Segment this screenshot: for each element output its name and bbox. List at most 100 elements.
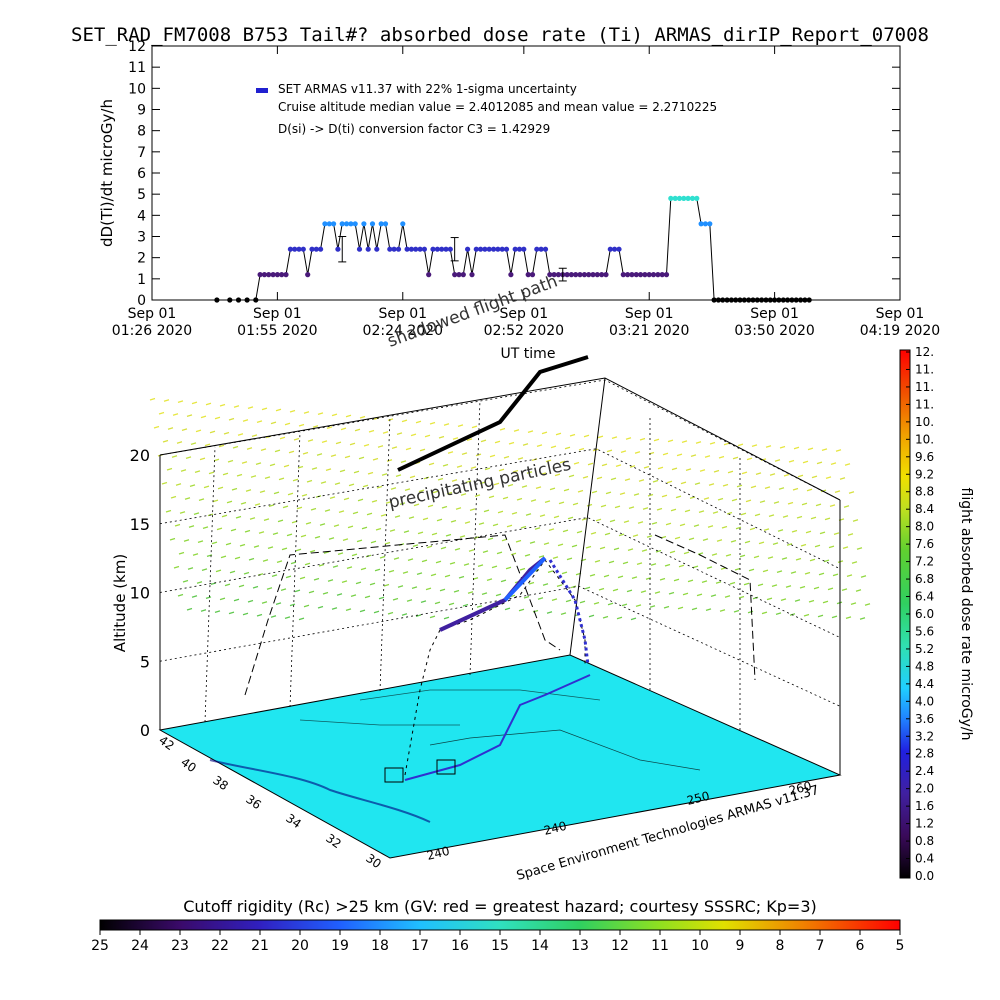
dose-rate-point: [430, 246, 436, 252]
dose-rate-point: [387, 246, 393, 252]
dose-rate-point: [642, 272, 648, 278]
particle-mark: [645, 577, 652, 580]
particle-mark: [662, 452, 669, 456]
particle-mark: [670, 508, 677, 512]
particle-mark: [311, 467, 318, 470]
particle-mark: [589, 573, 596, 577]
latitude-tick-label: 40: [178, 755, 199, 775]
dose-rate-point: [789, 297, 795, 303]
particle-mark: [540, 472, 547, 476]
particle-mark: [226, 500, 233, 504]
particle-mark: [475, 453, 482, 457]
particle-mark: [305, 521, 312, 525]
particle-mark: [386, 459, 393, 462]
particle-mark: [466, 438, 473, 442]
particle-mark: [544, 500, 551, 504]
particle-mark: [362, 484, 369, 488]
particle-mark: [233, 405, 240, 408]
particle-mark: [503, 455, 510, 459]
particle-mark: [356, 539, 363, 543]
dose-rate-point: [456, 272, 462, 278]
particle-mark: [814, 544, 821, 548]
dose-rate-point: [616, 246, 622, 252]
dose-rate-point: [534, 246, 540, 252]
particle-mark: [613, 547, 620, 551]
particle-mark: [835, 449, 842, 452]
particle-mark: [708, 483, 715, 486]
dose-rate-point: [287, 246, 293, 252]
particle-mark: [502, 496, 509, 500]
particle-mark: [511, 511, 518, 515]
cutoff-tick-label: 21: [251, 938, 269, 954]
cutoff-tick-label: 6: [856, 938, 865, 954]
particle-mark: [293, 437, 300, 441]
longitude-tick-label: 250: [685, 789, 711, 808]
dose-rate-point: [650, 272, 657, 278]
wall-gridline: [379, 415, 391, 692]
altitude-gridline: [159, 448, 841, 570]
dose-rate-point: [421, 246, 427, 252]
particle-mark: [429, 615, 436, 619]
particle-mark: [774, 459, 781, 462]
dose-rate-point: [785, 297, 791, 303]
legend-conversion-factor: D(si) -> D(ti) conversion factor C3 = 1.…: [278, 122, 550, 136]
particle-mark: [192, 553, 199, 556]
particle-mark: [630, 617, 637, 621]
dose-rate-point: [426, 272, 432, 278]
chart-title: SET_RAD_FM7008 B753 Tail#? absorbed dose…: [71, 24, 929, 46]
particle-mark: [190, 442, 197, 446]
particle-mark: [489, 454, 496, 458]
dose-rate-point: [516, 246, 523, 252]
particle-mark: [272, 532, 279, 536]
particle-mark: [739, 554, 746, 558]
dose-rate-point: [408, 246, 414, 252]
particle-mark: [443, 423, 450, 426]
particle-mark: [584, 586, 591, 590]
particle-mark: [646, 535, 653, 538]
particle-mark: [286, 533, 293, 537]
particle-mark: [682, 592, 689, 596]
dose-rate-colorbar: 0.0 0.4 0.8 1.2 1.6 2.0 2.4 2.8 3.2 3.6 4.0 4.4 4.8 5…: [899, 345, 974, 883]
dose-rate-point: [659, 272, 665, 278]
particle-mark: [261, 601, 268, 604]
particle-mark: [815, 503, 822, 507]
particle-mark: [177, 400, 184, 404]
particle-mark: [428, 462, 435, 466]
particle-mark: [181, 428, 188, 432]
particle-mark: [768, 514, 775, 518]
particle-mark: [611, 436, 618, 440]
particle-mark: [827, 587, 834, 591]
particle-mark: [495, 593, 502, 597]
particle-mark: [567, 516, 574, 520]
particle-mark: [421, 559, 428, 563]
dose-rate-point: [270, 272, 276, 278]
particle-mark: [336, 593, 343, 596]
dose-rate-point: [763, 297, 769, 303]
dose-rate-point: [508, 272, 514, 278]
particle-mark: [859, 617, 866, 620]
dose-rate-point: [759, 297, 765, 303]
dose-rate-point: [335, 246, 341, 252]
particle-mark: [513, 429, 520, 432]
particle-mark: [765, 445, 772, 448]
altitude-tick-label: 10: [130, 584, 150, 603]
dose-rate-point: [681, 195, 687, 201]
particle-mark: [848, 491, 855, 494]
cutoff-tick-label: 19: [331, 938, 349, 954]
particle-mark: [404, 488, 411, 492]
particle-mark: [507, 483, 514, 487]
particle-mark: [641, 549, 648, 552]
particle-mark: [744, 540, 751, 544]
dose-rate-point: [728, 297, 735, 303]
particle-mark: [486, 578, 493, 582]
particle-mark: [270, 615, 277, 618]
particle-mark: [381, 473, 388, 476]
dose-rate-point: [724, 297, 730, 303]
particle-mark: [804, 571, 811, 575]
particle-mark: [391, 446, 398, 450]
particle-mark: [777, 529, 784, 532]
particle-mark: [620, 450, 627, 454]
particle-mark: [843, 505, 850, 508]
particle-mark: [656, 507, 663, 511]
